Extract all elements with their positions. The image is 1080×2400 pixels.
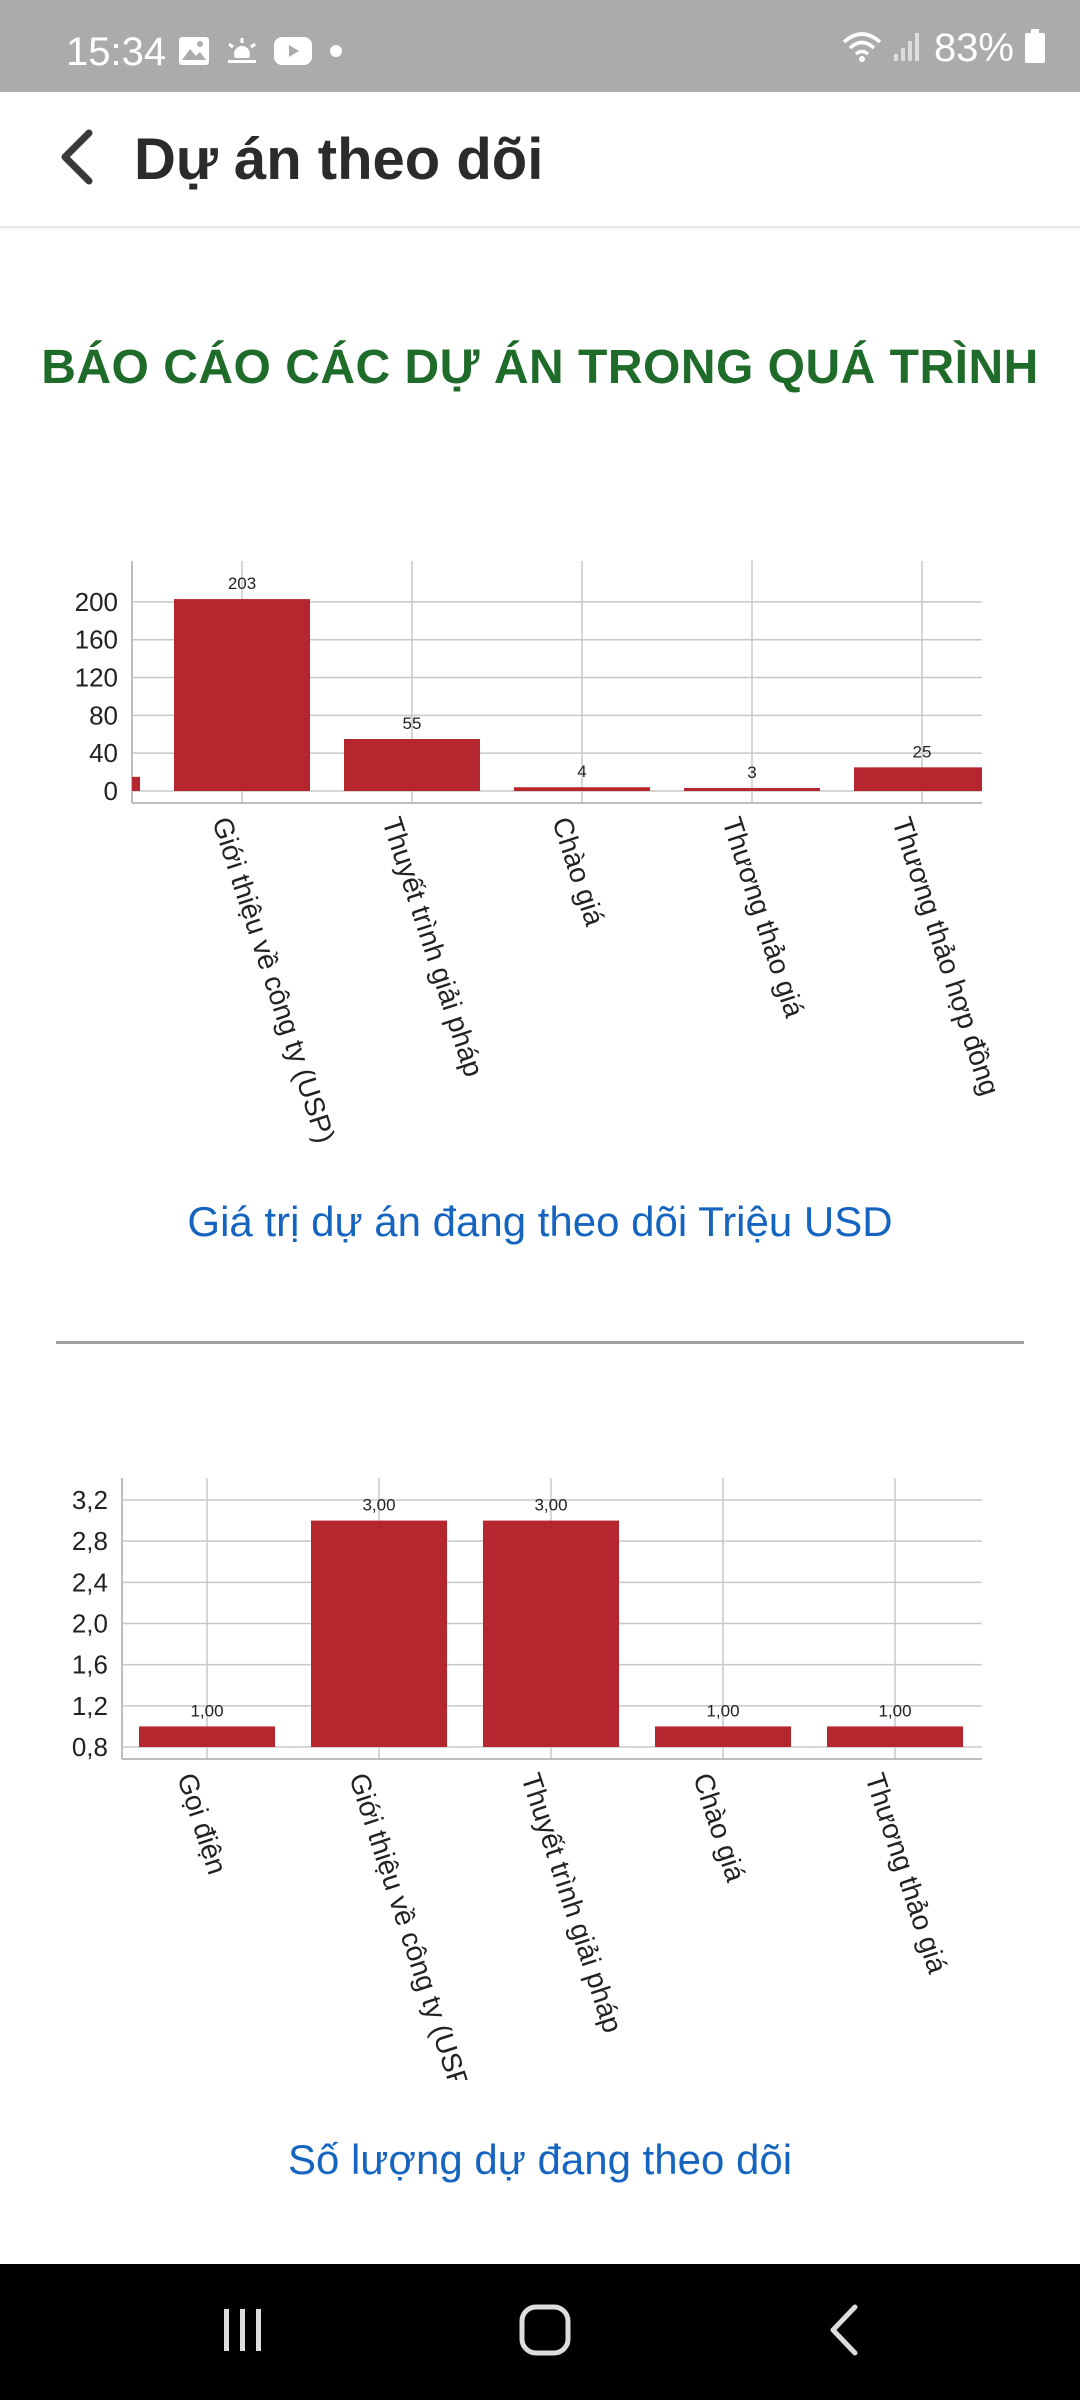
page-title: Dự án theo dõi bbox=[134, 127, 544, 192]
status-notification-icons bbox=[178, 36, 346, 71]
bar bbox=[344, 739, 480, 791]
y-tick-label: 0 bbox=[104, 776, 118, 806]
project-count-caption: Số lượng dự đang theo dõi bbox=[287, 2136, 793, 2183]
youtube-icon bbox=[274, 37, 312, 70]
x-tick-label: Thương thảo giá bbox=[859, 1769, 953, 1977]
chevron-left-icon bbox=[57, 127, 97, 192]
x-tick-label: Thuyết trình giải pháp bbox=[376, 813, 489, 1080]
x-tick-label: Gọi điện bbox=[171, 1769, 233, 1878]
bar bbox=[655, 1726, 791, 1747]
data-label: 55 bbox=[403, 714, 422, 733]
x-tick-label: Chào giá bbox=[546, 813, 610, 930]
gallery-icon bbox=[178, 36, 210, 71]
y-tick-label: 2,0 bbox=[72, 1609, 108, 1639]
status-time: 15:34 bbox=[66, 30, 167, 74]
home-button[interactable] bbox=[500, 2292, 590, 2372]
battery-icon bbox=[1024, 29, 1046, 68]
bar bbox=[684, 788, 820, 791]
data-label: 1,00 bbox=[878, 1701, 911, 1720]
bars-group bbox=[139, 1520, 963, 1747]
x-tick-label: Thuyết trình giải pháp bbox=[515, 1769, 628, 2036]
y-tick-label: 2,8 bbox=[72, 1526, 108, 1556]
app-bar: Dự án theo dõi bbox=[0, 92, 1080, 228]
y-tick-label: 80 bbox=[89, 700, 118, 730]
x-tick-label: Giới thiệu về công ty (USP) bbox=[206, 813, 341, 1146]
data-label: 25 bbox=[913, 742, 932, 761]
data-label: 1,00 bbox=[190, 1701, 223, 1720]
section-divider bbox=[56, 1341, 1024, 1344]
y-tick-label: 2,4 bbox=[72, 1567, 108, 1597]
y-tick-label: 40 bbox=[89, 738, 118, 768]
back-button[interactable] bbox=[40, 122, 114, 196]
x-tick-label: Thương thảo giá bbox=[716, 813, 810, 1021]
data-label: 203 bbox=[228, 574, 256, 593]
system-nav-bar bbox=[0, 2264, 1080, 2400]
y-tick-label: 3,2 bbox=[72, 1485, 108, 1515]
project-count-chart: 0,8 1,2 1,6 2,0 2,4 2,8 3,2 1,00 Gọi điện 3,00 Giớ… bbox=[72, 1478, 982, 2080]
y-tick-label: 200 bbox=[75, 587, 118, 617]
project-value-caption: Giá trị dự án đang theo dõi Triệu USD bbox=[187, 1198, 893, 1245]
wifi-icon bbox=[842, 30, 882, 67]
nav-back-button[interactable] bbox=[800, 2292, 890, 2372]
y-tick-label: 0,8 bbox=[72, 1732, 108, 1762]
back-icon bbox=[825, 2303, 865, 2362]
bar bbox=[174, 599, 310, 791]
x-tick-label: Giới thiệu về công ty (USP) bbox=[343, 1769, 478, 2080]
report-title: BÁO CÁO CÁC DỰ ÁN TRONG QUÁ TRÌNH bbox=[41, 341, 1039, 394]
x-tick-label: Thương thảo hợp đồng bbox=[886, 813, 1005, 1099]
bar bbox=[132, 776, 140, 791]
x-tick-label: Chào giá bbox=[687, 1769, 751, 1886]
status-system-icons: 83% bbox=[842, 26, 1046, 71]
y-tick-label: 160 bbox=[75, 625, 118, 655]
bars-group bbox=[132, 599, 982, 791]
signal-icon bbox=[892, 30, 924, 67]
recent-apps-icon bbox=[218, 2305, 268, 2360]
project-value-chart: 0 40 80 120 160 200 203 Giới thiệu về công ty (… bbox=[75, 561, 1006, 1147]
bar bbox=[514, 787, 650, 791]
bar bbox=[139, 1726, 275, 1747]
data-label: 1,00 bbox=[706, 1701, 739, 1720]
data-label: 3,00 bbox=[534, 1496, 567, 1515]
y-tick-label: 1,6 bbox=[72, 1650, 108, 1680]
bar bbox=[483, 1520, 619, 1747]
bar bbox=[827, 1726, 963, 1747]
weather-icon bbox=[224, 36, 260, 71]
bar bbox=[311, 1520, 447, 1747]
data-label: 3 bbox=[747, 763, 756, 782]
recent-apps-button[interactable] bbox=[198, 2292, 288, 2372]
home-icon bbox=[518, 2303, 572, 2362]
battery-percent: 83% bbox=[933, 26, 1014, 70]
dot-icon bbox=[326, 41, 346, 66]
data-label: 4 bbox=[577, 762, 586, 781]
y-tick-label: 120 bbox=[75, 663, 118, 693]
data-label: 3,00 bbox=[362, 1496, 395, 1515]
bar bbox=[854, 767, 982, 791]
status-bar: 15:34 83% bbox=[0, 0, 1080, 92]
y-tick-label: 1,2 bbox=[72, 1691, 108, 1721]
